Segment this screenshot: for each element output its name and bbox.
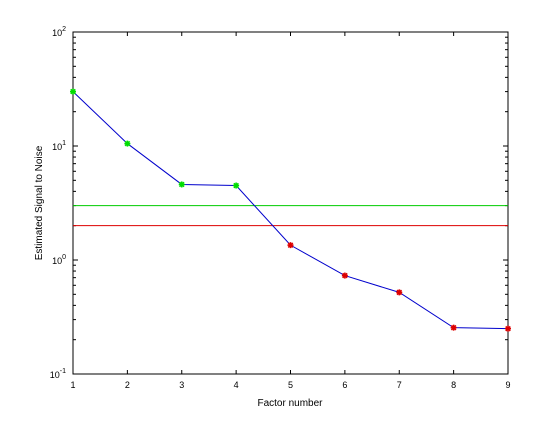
series-group: [70, 88, 511, 332]
reference-lines: [73, 205, 508, 227]
x-tick-label: 9: [505, 380, 510, 390]
x-tick-label: 6: [342, 380, 347, 390]
x-tick-label: 3: [179, 380, 184, 390]
data-point: [341, 272, 348, 279]
data-point: [233, 182, 240, 189]
x-tick-label: 1: [70, 380, 75, 390]
x-tick-label: 5: [288, 380, 293, 390]
y-axis-label: Estimated Signal to Noise: [34, 145, 45, 260]
data-point: [505, 325, 511, 332]
x-tick-label: 2: [125, 380, 130, 390]
x-tick-label: 8: [451, 380, 456, 390]
data-point: [70, 88, 76, 95]
plot-area: [72, 31, 509, 375]
y-tick-label: 101: [52, 140, 66, 152]
data-point: [287, 242, 294, 249]
axis-ticks: 1 2 3 4 5 6 7 8 9 10-1 100 101 102: [50, 26, 511, 390]
y-tick-label: 100: [52, 254, 66, 266]
data-point: [124, 140, 131, 147]
x-tick-label: 7: [397, 380, 402, 390]
x-axis-label: Factor number: [257, 398, 323, 409]
data-point: [396, 289, 403, 296]
y-tick-label: 10-1: [50, 368, 66, 380]
x-tick-label: 4: [234, 380, 239, 390]
data-point: [178, 181, 185, 188]
y-tick-label: 102: [52, 26, 66, 38]
data-point: [450, 324, 457, 331]
